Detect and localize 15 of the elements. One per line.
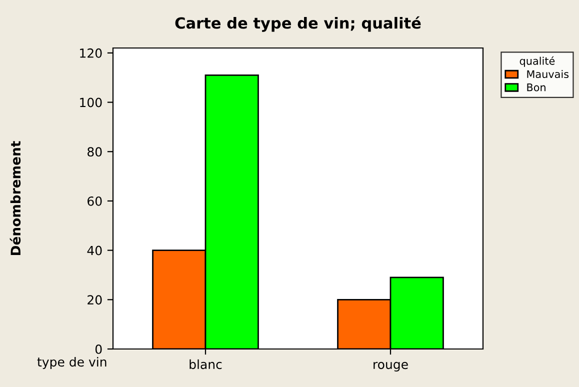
legend-title: qualité: [520, 56, 555, 67]
y-tick-label: 0: [95, 344, 102, 354]
y-tick-label: 60: [88, 196, 102, 206]
y-tick-label: 120: [80, 48, 102, 58]
y-tick-label: 40: [87, 246, 102, 256]
y-tick-label: 100: [80, 98, 102, 108]
legend-label: Bon: [527, 84, 546, 92]
x-axis-title: type de vin: [37, 356, 106, 370]
chart-title: Carte de type de vin; qualité: [175, 16, 421, 32]
legend-label: Mauvais: [527, 70, 569, 78]
y-tick-label: 20: [88, 295, 102, 305]
x-tick-label: rouge: [374, 362, 408, 372]
y-axis-title: Dénombrement: [10, 141, 21, 255]
y-tick-label: 80: [88, 147, 102, 157]
x-tick-label: blanc: [190, 359, 222, 370]
